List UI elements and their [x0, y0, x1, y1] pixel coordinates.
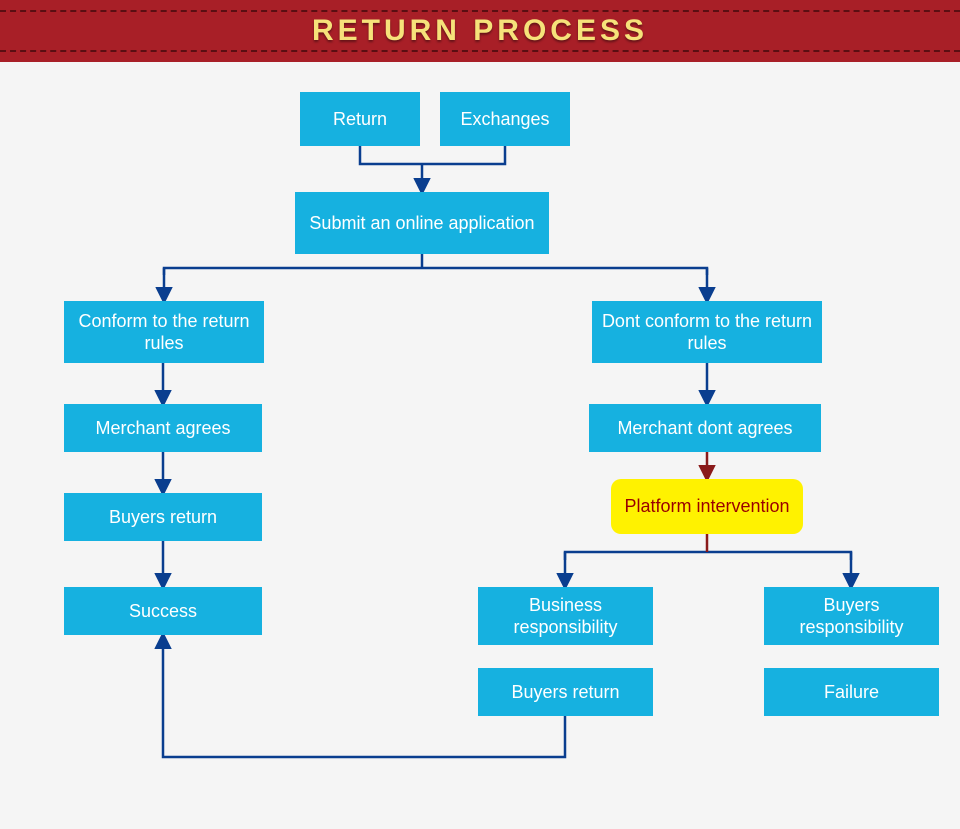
edge-e_plat_branch: [565, 552, 851, 560]
node-failure: Failure: [764, 668, 939, 716]
edge-e_ret_ex_merge: [360, 146, 505, 164]
node-submit: Submit an online application: [295, 192, 549, 254]
banner-stitch-bottom: [0, 50, 960, 52]
flowchart-diagram: Return Exchanges Submit an online applicat…: [0, 62, 960, 829]
node-merchant_agrees: Merchant agrees: [64, 404, 262, 452]
node-buyers_resp: Buyers responsibility: [764, 587, 939, 645]
banner-stitch-top: [0, 10, 960, 12]
node-conform: Conform to the return rules: [64, 301, 264, 363]
node-success: Success: [64, 587, 262, 635]
banner-header: RETURN PROCESS: [0, 0, 960, 62]
node-exchanges: Exchanges: [440, 92, 570, 146]
node-buyers_return_l: Buyers return: [64, 493, 262, 541]
node-business_resp: Business responsibility: [478, 587, 653, 645]
banner-title: RETURN PROCESS: [312, 14, 648, 48]
node-buyers_return_r: Buyers return: [478, 668, 653, 716]
node-return: Return: [300, 92, 420, 146]
node-platform: Platform intervention: [611, 479, 803, 534]
node-merchant_dont: Merchant dont agrees: [589, 404, 821, 452]
node-dont_conform: Dont conform to the return rules: [592, 301, 822, 363]
edge-e_submit_branch: [164, 268, 707, 275]
